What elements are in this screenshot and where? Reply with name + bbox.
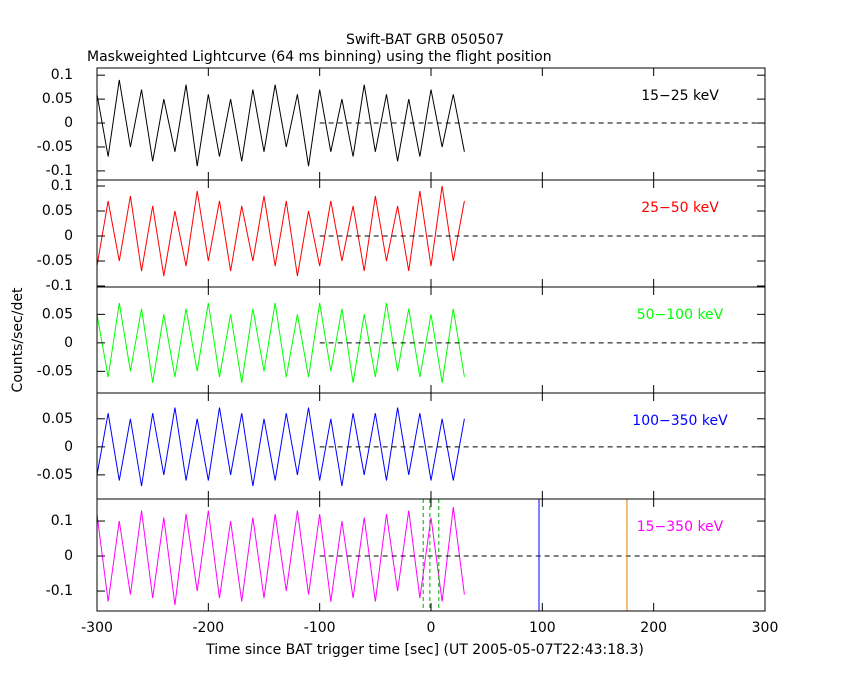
y-tick-label: 0.05 — [42, 91, 73, 107]
x-tick-label: -200 — [192, 620, 224, 636]
lightcurve — [96, 79, 465, 167]
lightcurve — [96, 185, 465, 277]
x-tick-label: 300 — [752, 620, 779, 636]
y-tick-label: 0.05 — [42, 411, 73, 427]
y-tick-label: -0.05 — [37, 253, 73, 269]
y-tick-label: -0.05 — [37, 363, 73, 379]
panel-label: 50−100 keV — [637, 307, 724, 323]
lightcurve — [96, 407, 465, 487]
x-tick-label: -100 — [304, 620, 336, 636]
chart-subtitle: Maskweighted Lightcurve (64 ms binning) … — [87, 49, 552, 65]
x-axis-label: Time since BAT trigger time [sec] (UT 20… — [205, 642, 644, 658]
y-tick-label: -0.1 — [46, 583, 73, 599]
y-tick-label: 0.1 — [51, 67, 73, 83]
x-tick-label: 100 — [529, 620, 556, 636]
chart-title: Swift-BAT GRB 050507 — [346, 32, 504, 48]
y-axis-label: Counts/sec/det — [10, 287, 26, 392]
y-tick-label: -0.1 — [46, 163, 73, 179]
y-tick-label: -0.05 — [37, 467, 73, 483]
y-tick-label: 0.1 — [51, 513, 73, 529]
x-tick-label: 0 — [427, 620, 436, 636]
y-tick-label: 0.05 — [42, 306, 73, 322]
lightcurve — [96, 302, 465, 383]
y-tick-label: 0 — [64, 228, 73, 244]
y-tick-label: -0.1 — [46, 278, 73, 294]
panel-label: 15−25 keV — [641, 88, 719, 104]
x-tick-label: -300 — [81, 620, 113, 636]
panel-label: 100−350 keV — [632, 413, 728, 429]
y-tick-label: -0.05 — [37, 139, 73, 155]
y-tick-label: 0 — [64, 439, 73, 455]
panel-label: 25−50 keV — [641, 200, 719, 216]
panel-label: 15−350 keV — [637, 519, 724, 535]
x-tick-label: 200 — [640, 620, 667, 636]
y-tick-label: 0 — [64, 335, 73, 351]
y-tick-label: 0.1 — [51, 178, 73, 194]
y-tick-label: 0.05 — [42, 203, 73, 219]
y-tick-label: 0 — [64, 115, 73, 131]
y-tick-label: 0 — [64, 548, 73, 564]
lightcurve — [96, 506, 465, 606]
